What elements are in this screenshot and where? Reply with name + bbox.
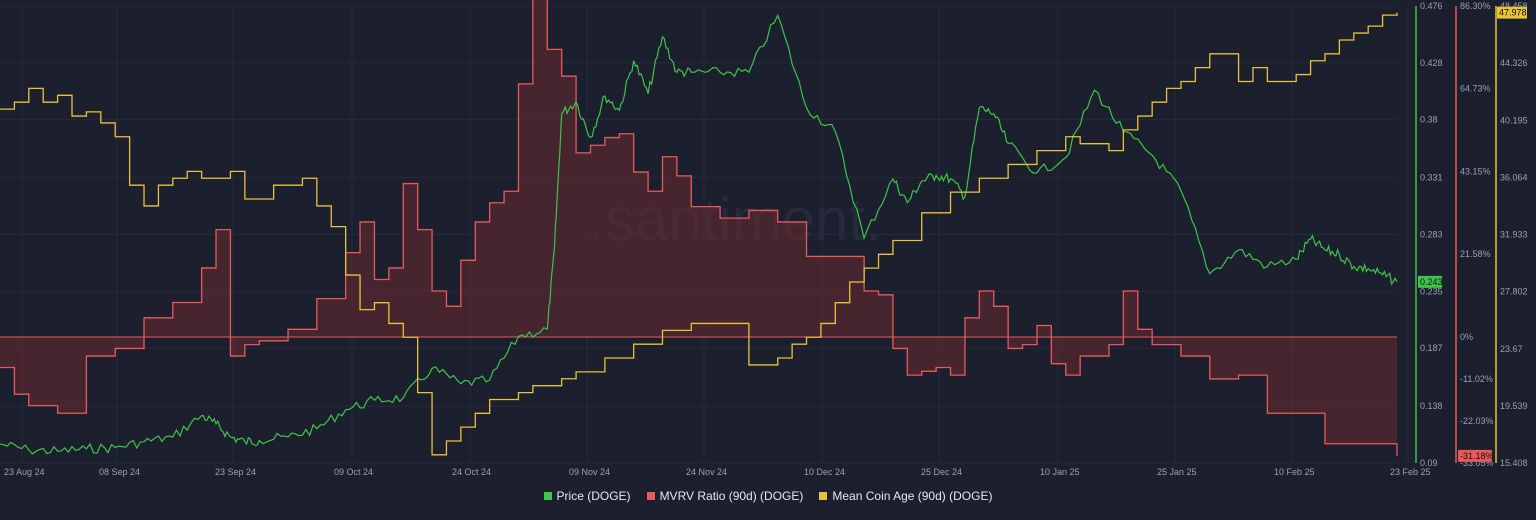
x-tick-label: 24 Nov 24 bbox=[686, 467, 727, 477]
price-tick-label: 0.331 bbox=[1420, 173, 1443, 183]
legend-item-coin-age[interactable]: Mean Coin Age (90d) (DOGE) bbox=[819, 489, 992, 503]
x-tick-label: 10 Jan 25 bbox=[1040, 467, 1080, 477]
x-tick-label: 25 Jan 25 bbox=[1157, 467, 1197, 477]
x-tick-label: 23 Feb 25 bbox=[1390, 467, 1431, 477]
price-tick-label: 0.09 bbox=[1420, 458, 1438, 468]
legend-item-mvrv[interactable]: MVRV Ratio (90d) (DOGE) bbox=[646, 489, 804, 503]
mvrv-tick-label: 0% bbox=[1460, 332, 1473, 342]
coin-age-line bbox=[0, 12, 1398, 456]
mvrv-area bbox=[0, 0, 1397, 456]
price-line bbox=[0, 13, 1398, 455]
mvrv-tick-label: 86.30% bbox=[1460, 1, 1491, 11]
mvrv-tick-label: -33.05% bbox=[1460, 458, 1494, 468]
mvrv-layer bbox=[0, 0, 1398, 456]
age-tick-label: 31.933 bbox=[1500, 230, 1528, 240]
mvrv-tick-label: -22.03% bbox=[1460, 416, 1494, 426]
price-tick-label: 0.428 bbox=[1420, 58, 1443, 68]
mvrv-current-badge-bg bbox=[1458, 449, 1492, 462]
legend: Price (DOGE) MVRV Ratio (90d) (DOGE) Mea… bbox=[0, 489, 1536, 503]
x-tick-label: 24 Oct 24 bbox=[452, 467, 491, 477]
price-tick-label: 0.476 bbox=[1420, 1, 1443, 11]
legend-swatch-coin-age bbox=[819, 492, 828, 500]
legend-label-price: Price (DOGE) bbox=[556, 489, 631, 503]
mvrv-line bbox=[0, 0, 1398, 456]
mvrv-tick-label: 43.15% bbox=[1460, 167, 1491, 177]
price-current-badge-bg bbox=[1418, 275, 1442, 288]
x-tick-label: 23 Aug 24 bbox=[4, 467, 45, 477]
age-tick-label: 19.539 bbox=[1500, 401, 1528, 411]
mvrv-current-badge: -31.18% bbox=[1460, 451, 1494, 461]
age-current-badge: 47.978 bbox=[1499, 8, 1527, 18]
x-tick-label: 25 Dec 24 bbox=[921, 467, 962, 477]
price-current-badge: 0.243 bbox=[1420, 277, 1443, 287]
mvrv-tick-label: 64.73% bbox=[1460, 84, 1491, 94]
axes: 23 Aug 24 08 Sep 24 23 Sep 24 09 Oct 24 24 O… bbox=[4, 1, 1528, 477]
x-tick-label: 09 Oct 24 bbox=[334, 467, 373, 477]
x-tick-label: 10 Feb 25 bbox=[1274, 467, 1315, 477]
mvrv-tick-label: 21.58% bbox=[1460, 249, 1491, 259]
age-layer bbox=[0, 12, 1398, 456]
x-tick-label: 09 Nov 24 bbox=[569, 467, 610, 477]
age-current-badge-bg bbox=[1497, 6, 1527, 19]
price-tick-label: 0.38 bbox=[1420, 115, 1438, 125]
legend-swatch-mvrv bbox=[646, 492, 655, 500]
price-tick-label: 0.235 bbox=[1420, 286, 1443, 296]
age-tick-label: 48.458 bbox=[1500, 1, 1528, 11]
x-tick-label: 23 Sep 24 bbox=[215, 467, 256, 477]
x-tick-label: 08 Sep 24 bbox=[99, 467, 140, 477]
age-tick-label: 36.064 bbox=[1500, 172, 1528, 182]
legend-swatch-price bbox=[543, 492, 552, 500]
age-tick-label: 44.326 bbox=[1500, 58, 1528, 68]
legend-label-coin-age: Mean Coin Age (90d) (DOGE) bbox=[832, 489, 993, 503]
age-tick-label: 27.802 bbox=[1500, 287, 1528, 297]
mvrv-tick-label: -11.02% bbox=[1460, 374, 1493, 384]
age-tick-label: 23.67 bbox=[1500, 344, 1523, 354]
age-tick-label: 40.195 bbox=[1500, 115, 1528, 125]
price-layer bbox=[0, 13, 1398, 455]
age-tick-label: 15.408 bbox=[1500, 458, 1528, 468]
price-tick-label: 0.138 bbox=[1420, 401, 1443, 411]
legend-label-mvrv: MVRV Ratio (90d) (DOGE) bbox=[659, 489, 804, 503]
price-tick-label: 0.283 bbox=[1420, 230, 1443, 240]
legend-item-price[interactable]: Price (DOGE) bbox=[543, 489, 631, 503]
x-tick-label: 10 Dec 24 bbox=[804, 467, 845, 477]
price-tick-label: 0.187 bbox=[1420, 343, 1443, 353]
